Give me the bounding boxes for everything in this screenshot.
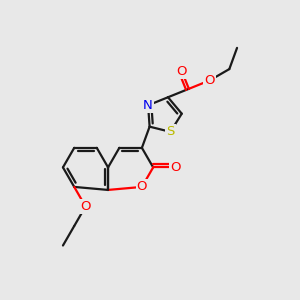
Text: O: O bbox=[136, 180, 147, 194]
Text: S: S bbox=[166, 125, 175, 138]
Text: O: O bbox=[80, 200, 91, 213]
Text: O: O bbox=[176, 64, 187, 77]
Text: O: O bbox=[170, 161, 181, 174]
Text: O: O bbox=[205, 74, 215, 87]
Text: N: N bbox=[143, 99, 153, 112]
